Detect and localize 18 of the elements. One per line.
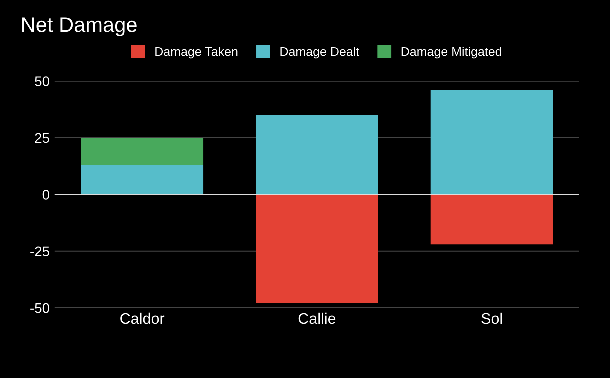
bar — [81, 138, 204, 166]
y-tick-label: 25 — [35, 133, 50, 144]
bar — [81, 165, 204, 195]
y-tick-label: 50 — [35, 76, 50, 86]
x-tick-label: Caldor — [120, 312, 165, 324]
y-tick-label: -50 — [30, 303, 50, 314]
x-tick-label: Callie — [298, 312, 336, 324]
x-tick-label: Sol — [482, 312, 502, 324]
bar — [256, 115, 378, 195]
y-tick-label: -25 — [30, 246, 50, 257]
bar — [430, 90, 554, 195]
legend-label: Damage Mitigated — [402, 47, 502, 59]
y-tick-label: 0 — [42, 190, 50, 200]
bar — [430, 194, 554, 245]
legend-label: Damage Dealt — [280, 47, 360, 59]
chart-title: Net Damage — [22, 18, 137, 36]
bar — [256, 194, 378, 304]
legend-label: Damage Taken — [156, 47, 238, 59]
